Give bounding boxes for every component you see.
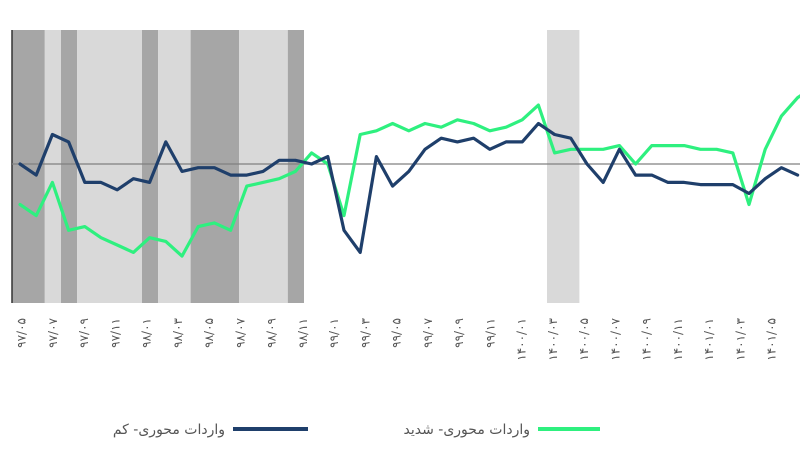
- series-line-low: [18, 121, 800, 254]
- x-tick-label: ۱۴۰۰/۰۹: [640, 318, 654, 361]
- x-tick-label: ۹۹/۰۷: [421, 317, 435, 347]
- x-tick-label: ۹۸/۰۷: [233, 317, 247, 347]
- shaded-period-8: [287, 30, 304, 303]
- x-tick-label: ۹۷/۰۹: [77, 318, 91, 348]
- x-tick-label: ۱۴۰۰/۱۱: [671, 318, 685, 361]
- shaded-periods: [12, 30, 580, 303]
- x-tick-label: ۱۴۰۰/۰۵: [577, 318, 591, 361]
- x-tick-labels: ۹۷/۰۵ ۹۷/۰۷ ۹۷/۰۹ ۹۷/۱۱ ۹۸/۰۱ ۹۸/۰۳ ۹۸/۰۵ ۹۸/۰۷…: [15, 317, 779, 360]
- x-tick-label: ۹۹/۰۵: [390, 318, 404, 348]
- x-tick-label: ۹۸/۰۵: [202, 318, 216, 348]
- x-tick-label: ۱۴۰۰/۰۳: [546, 317, 560, 360]
- x-tick-label: ۹۷/۰۷: [46, 317, 60, 347]
- series-lines: [18, 94, 800, 258]
- x-tick-label: ۹۹/۰۳: [358, 317, 372, 347]
- shaded-period-2: [61, 30, 78, 303]
- shaded-period-1: [44, 30, 61, 303]
- x-tick-label: ۹۹/۱۱: [483, 318, 497, 348]
- x-tick-label: ۹۹/۰۱: [327, 318, 341, 348]
- x-tick-label: ۹۸/۰۹: [265, 318, 279, 348]
- x-tick-label: ۱۴۰۱/۰۳: [733, 317, 747, 360]
- legend: واردات محوری- شدید واردات محوری- کم: [113, 422, 600, 438]
- shaded-period-7: [239, 30, 288, 303]
- x-tick-label: ۹۸/۰۳: [171, 317, 185, 347]
- x-tick-label: ۹۸/۱۱: [296, 318, 310, 348]
- shaded-period-9: [547, 30, 580, 303]
- x-tick-label: ۹۷/۱۱: [108, 318, 122, 348]
- shaded-period-5: [158, 30, 191, 303]
- x-tick-label: ۹۷/۰۵: [15, 318, 29, 348]
- shaded-period-4: [142, 30, 159, 303]
- x-tick-label: ۱۴۰۱/۰۵: [765, 318, 779, 361]
- x-tick-label: ۹۸/۰۱: [140, 318, 154, 348]
- axes: [11, 30, 800, 303]
- x-tick-label: ۱۴۰۱/۰۱: [702, 318, 716, 361]
- x-tick-label: ۱۴۰۰/۰۱: [515, 318, 529, 361]
- x-tick-label: ۹۹/۰۹: [452, 318, 466, 348]
- shaded-period-3: [77, 30, 142, 303]
- legend-label-low: واردات محوری- کم: [113, 422, 225, 438]
- x-tick-label: ۱۴۰۰/۰۷: [608, 317, 622, 360]
- legend-label-severe: واردات محوری- شدید: [404, 422, 530, 438]
- series-line-severe: [18, 94, 800, 258]
